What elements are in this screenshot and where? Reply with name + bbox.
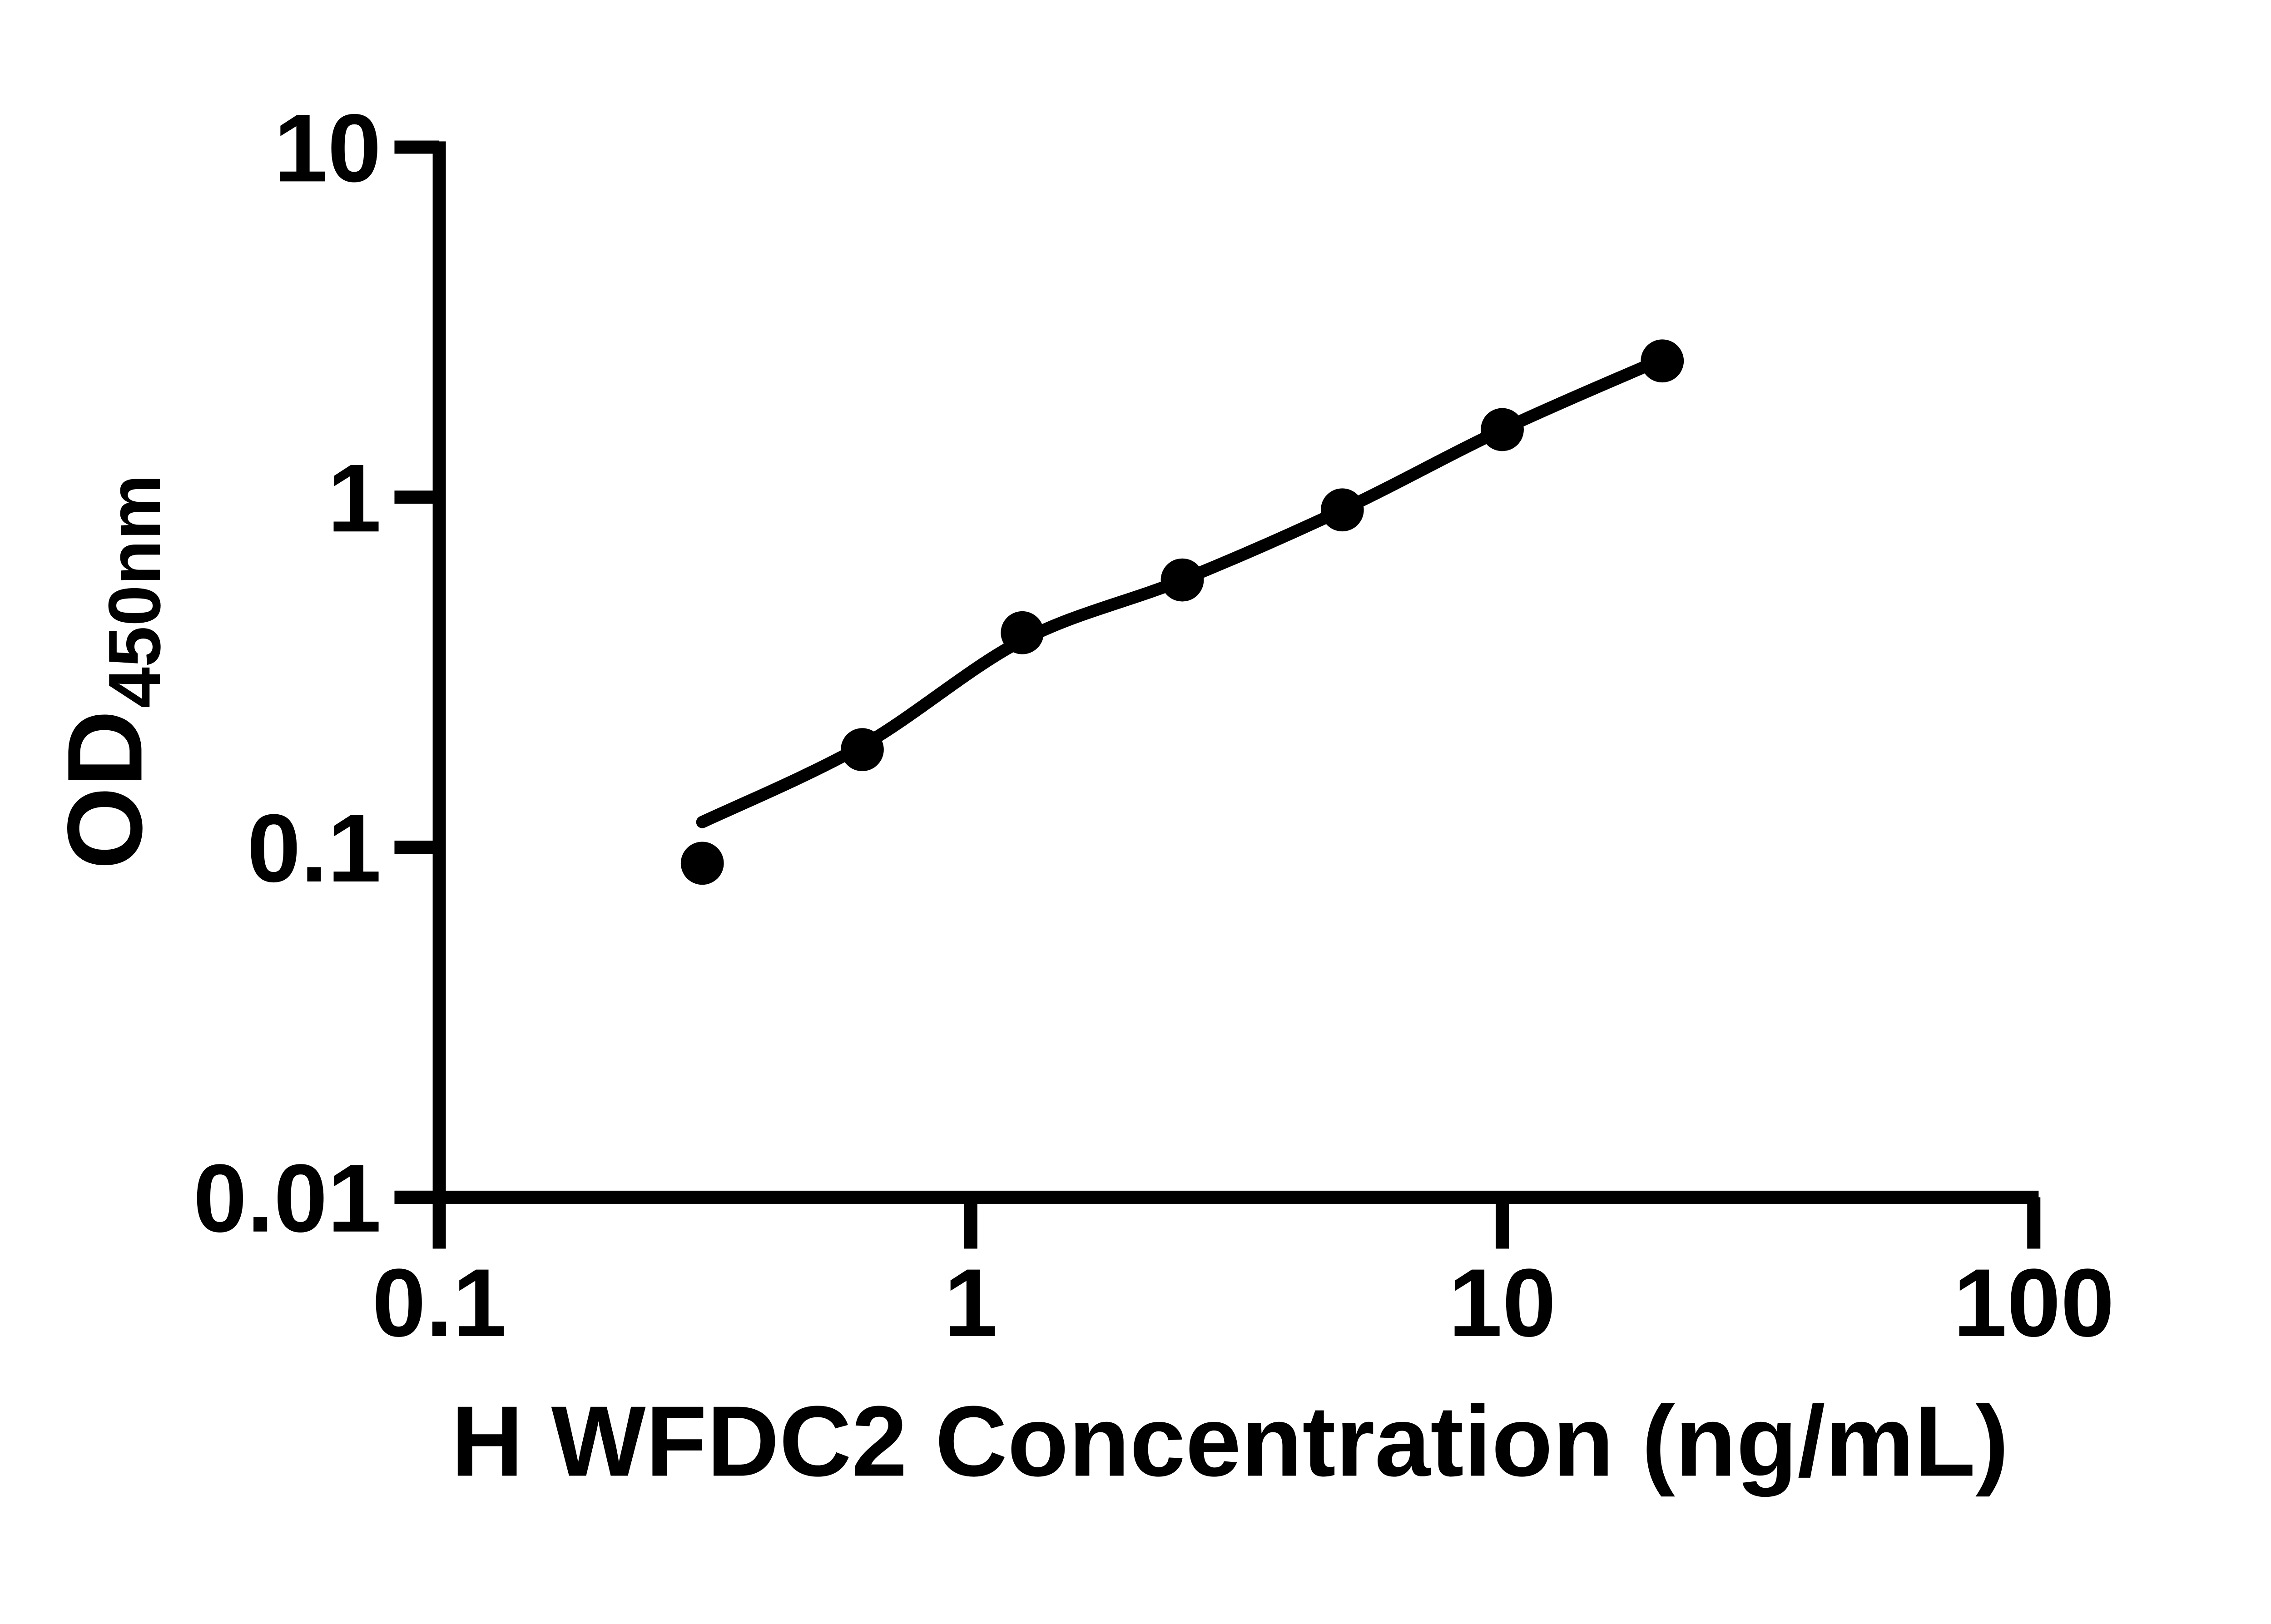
data-point-marker: [1641, 339, 1684, 383]
data-point-marker: [1160, 558, 1204, 602]
data-point-marker: [1481, 408, 1524, 451]
y-axis-title-main: OD: [45, 710, 164, 870]
data-point-marker: [1001, 611, 1044, 654]
y-tick-label: 0.01: [193, 1144, 381, 1253]
y-tick-label: 10: [274, 94, 382, 202]
plot-area: [680, 339, 1684, 885]
data-point-marker: [841, 728, 884, 772]
x-tick-label: 1: [944, 1249, 997, 1357]
data-point-marker: [1320, 488, 1364, 532]
y-axis-title: OD 450nm: [45, 475, 176, 870]
y-axis-title-subscript: 450nm: [94, 475, 176, 708]
x-tick-label: 10: [1448, 1249, 1556, 1357]
x-tick-label: 0.1: [372, 1249, 506, 1357]
axes: [395, 141, 2039, 1204]
data-point-marker: [680, 842, 724, 885]
elisa-standard-curve-figure: 0.1 1 10 100 10 1 0.1 0.01 H WFDC2 Concentratio…: [45, 94, 2115, 1497]
x-axis-title: H WFDC2 Concentration (ng/mL): [451, 1385, 2009, 1497]
tick-marks: [394, 140, 2041, 1249]
y-tick-label: 0.1: [247, 794, 382, 902]
x-tick-label: 100: [1953, 1249, 2114, 1357]
y-tick-label: 1: [327, 444, 381, 552]
